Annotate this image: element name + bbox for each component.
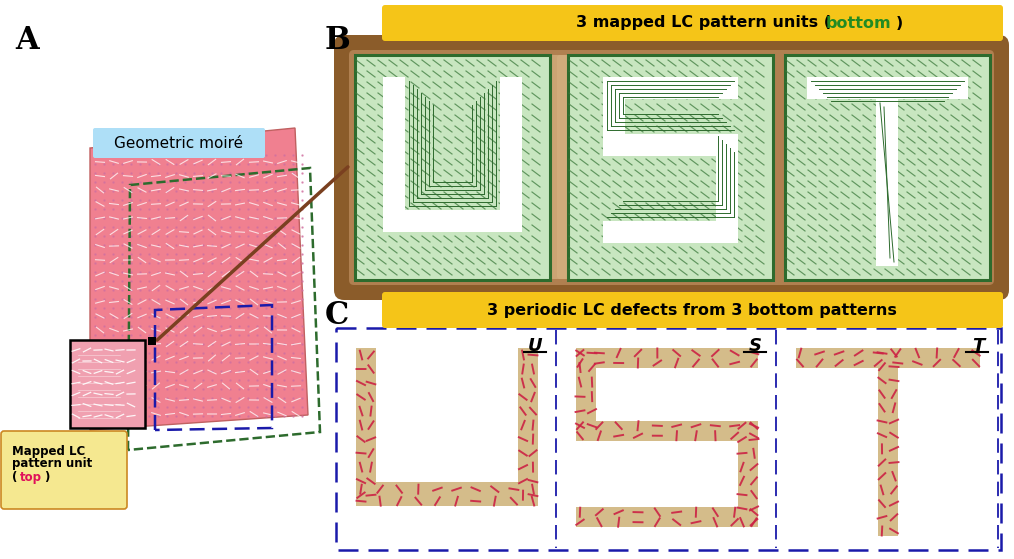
Text: B: B [325, 25, 351, 56]
Text: S: S [749, 337, 762, 355]
Polygon shape [90, 128, 308, 430]
Bar [603, 221, 738, 243]
Bar [518, 348, 538, 502]
Bar [338, 330, 556, 548]
FancyBboxPatch shape [1, 431, 127, 509]
Text: Mapped LC: Mapped LC [12, 444, 85, 457]
Bar [876, 77, 898, 266]
Bar [356, 482, 538, 506]
FancyBboxPatch shape [568, 55, 773, 280]
Bar [738, 421, 758, 521]
Text: C: C [325, 300, 349, 331]
Bar [878, 348, 898, 536]
Bar [716, 134, 738, 243]
FancyBboxPatch shape [382, 5, 1003, 41]
FancyBboxPatch shape [437, 55, 703, 279]
Text: pattern unit: pattern unit [12, 457, 92, 471]
Bar [336, 328, 1001, 550]
Text: 3 periodic LC defects from 3 bottom patterns: 3 periodic LC defects from 3 bottom patt… [487, 302, 897, 318]
Bar [603, 134, 738, 157]
FancyBboxPatch shape [557, 55, 763, 279]
FancyBboxPatch shape [477, 55, 723, 279]
Bar [70, 340, 145, 428]
FancyBboxPatch shape [357, 55, 663, 279]
FancyBboxPatch shape [334, 35, 1009, 300]
Bar [778, 330, 998, 548]
Bar [148, 337, 156, 345]
FancyBboxPatch shape [785, 55, 990, 280]
Text: T: T [971, 337, 984, 355]
Text: U: U [527, 337, 542, 355]
Bar [500, 77, 522, 232]
Bar [796, 348, 980, 368]
Bar [576, 507, 758, 527]
Bar [383, 210, 522, 232]
Bar [603, 77, 738, 99]
Text: Geometric moiré: Geometric moiré [115, 135, 243, 150]
FancyBboxPatch shape [397, 55, 683, 279]
FancyBboxPatch shape [355, 55, 550, 280]
Text: 3 mapped LC pattern units (: 3 mapped LC pattern units ( [576, 16, 831, 31]
Bar [558, 330, 776, 548]
Bar [576, 348, 596, 431]
Bar [576, 348, 758, 368]
FancyBboxPatch shape [517, 55, 743, 279]
Text: ): ) [44, 471, 50, 484]
Text: (: ( [12, 471, 17, 484]
Bar [383, 77, 405, 232]
Text: top: top [20, 471, 42, 484]
Bar [603, 77, 625, 157]
Text: ): ) [896, 16, 903, 31]
Text: bottom: bottom [826, 16, 891, 31]
Bar [807, 77, 968, 99]
FancyBboxPatch shape [349, 50, 994, 285]
Bar [576, 421, 758, 440]
FancyBboxPatch shape [382, 292, 1003, 328]
Text: A: A [15, 25, 39, 56]
Bar [356, 348, 376, 502]
FancyBboxPatch shape [93, 128, 265, 158]
